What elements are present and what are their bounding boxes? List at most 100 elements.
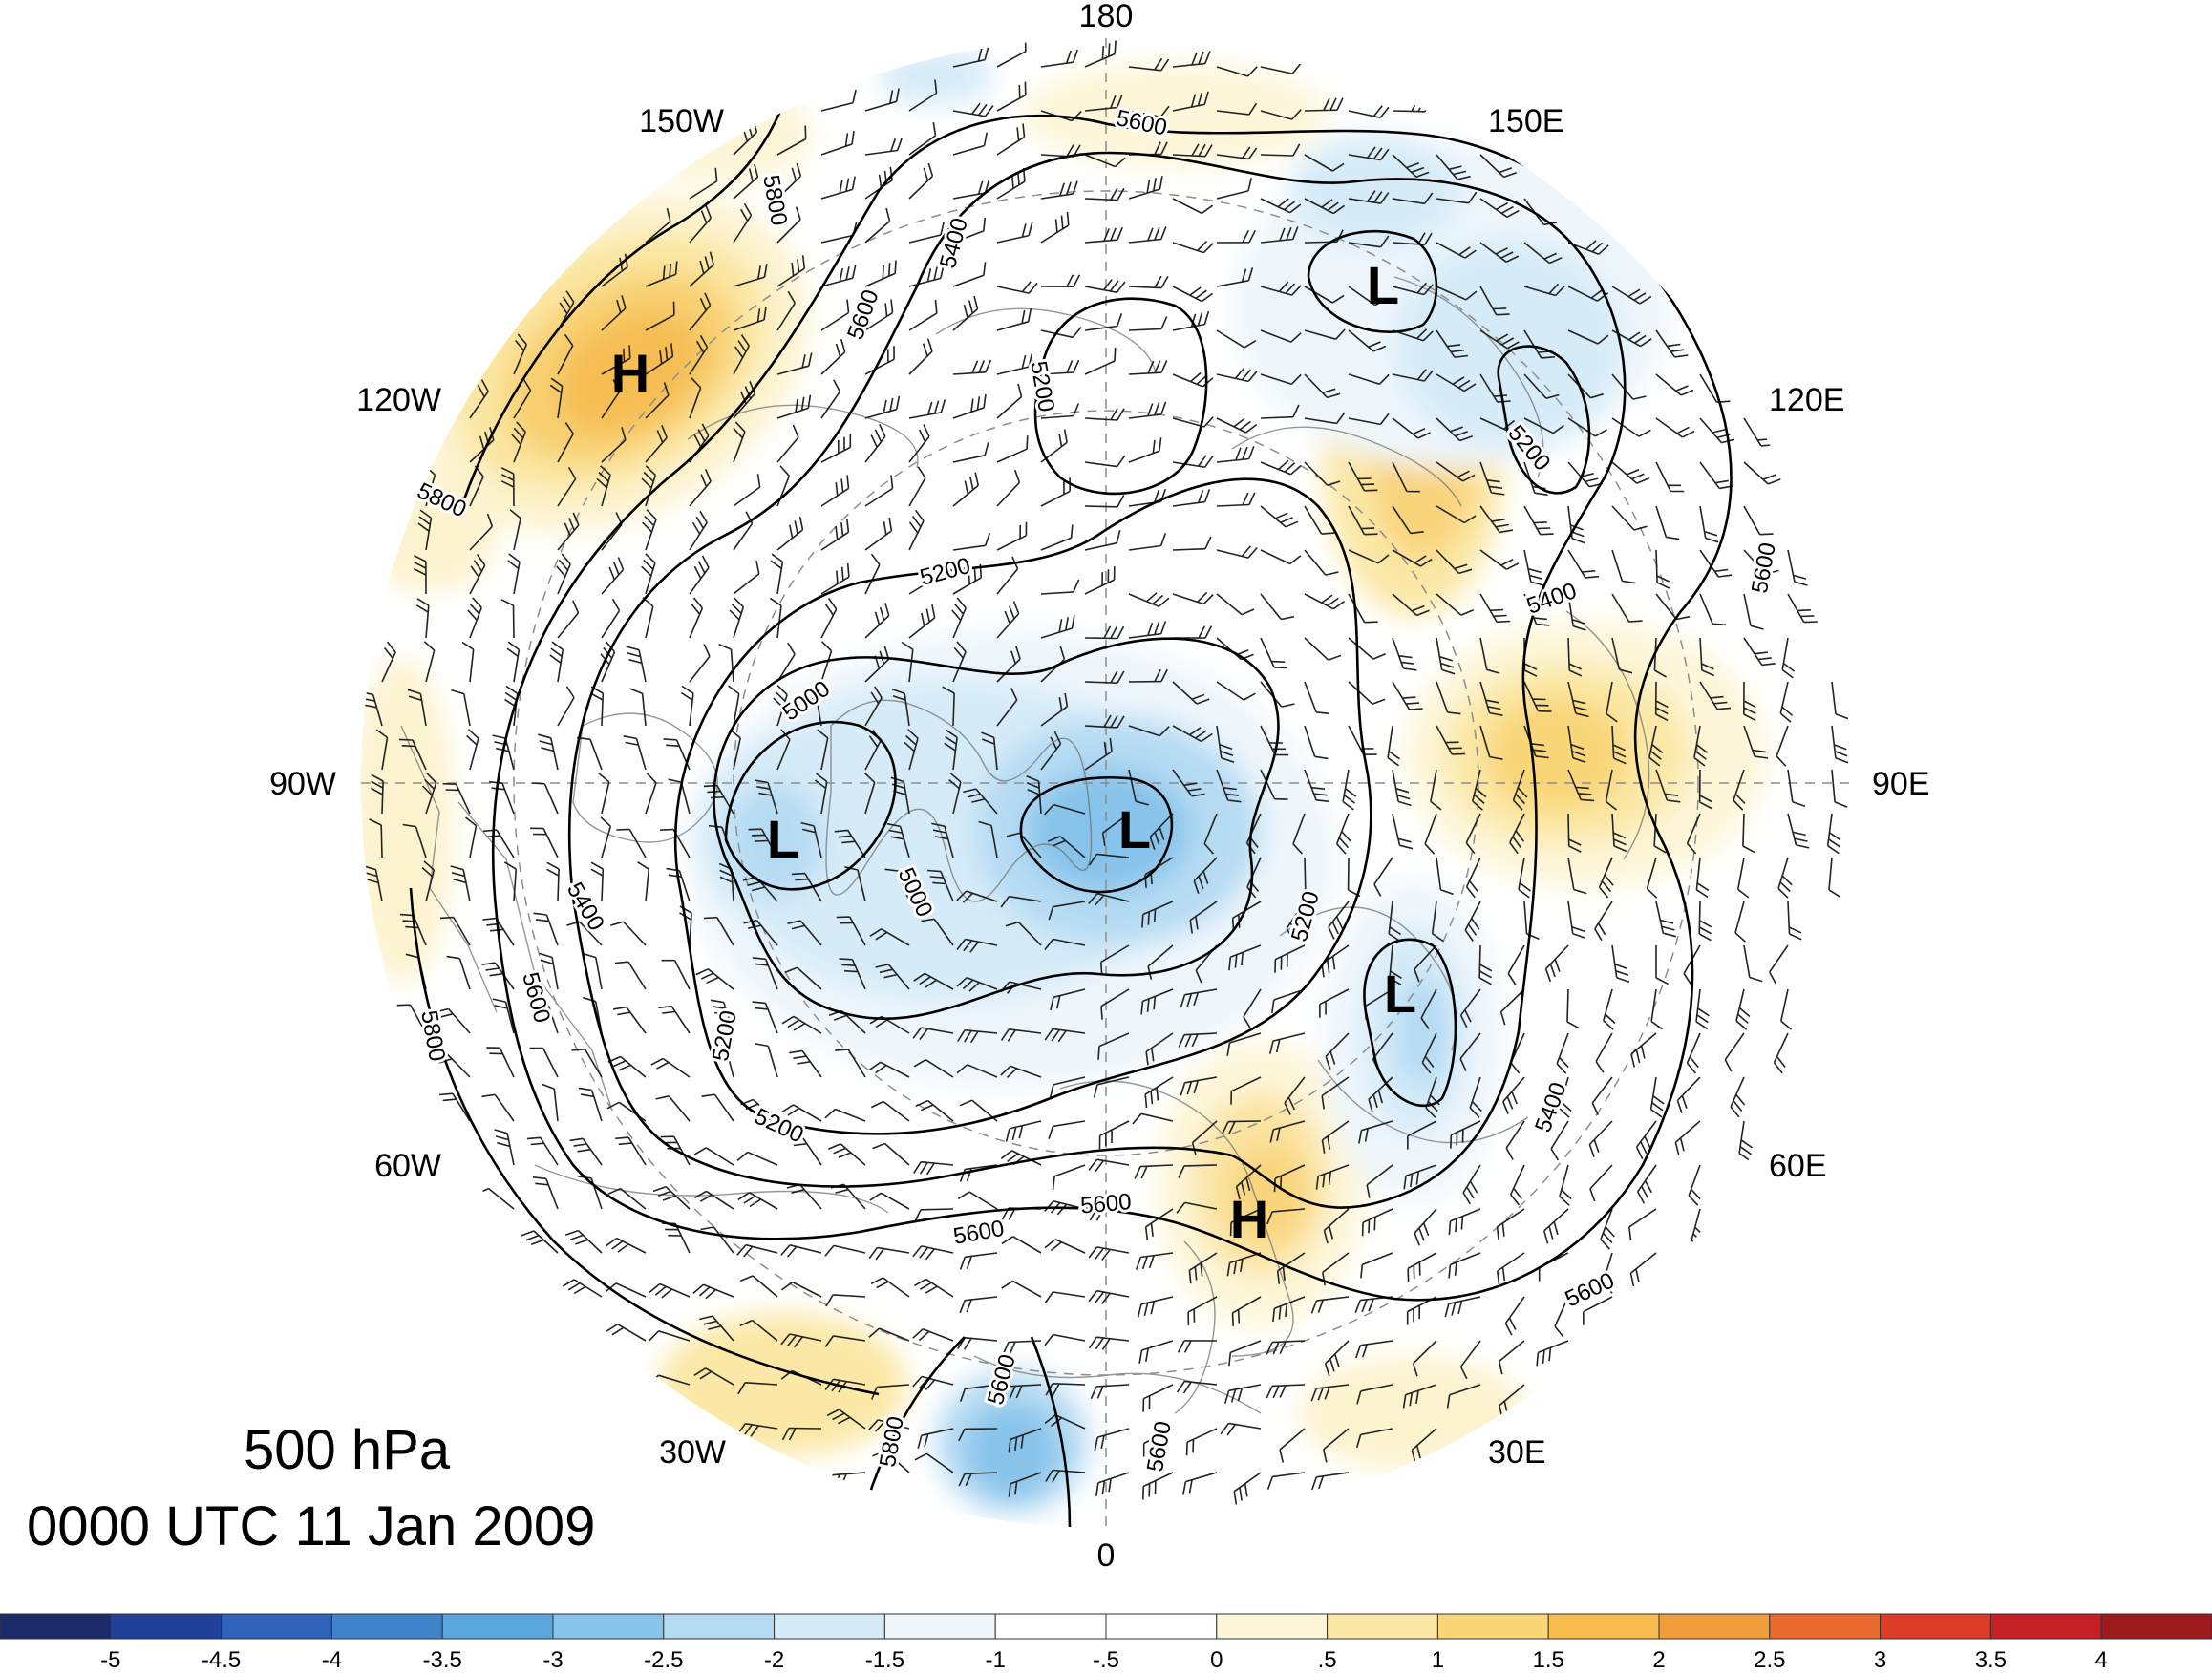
wind-barb — [530, 827, 559, 858]
wind-barb — [601, 427, 627, 463]
wind-barb — [1567, 769, 1595, 802]
wind-barb — [1655, 505, 1680, 540]
wind-barb — [513, 378, 532, 419]
wind-barb — [1149, 813, 1174, 850]
wind-barb — [1180, 988, 1218, 1008]
wind-barb — [1093, 1076, 1130, 1098]
wind-barb — [1611, 637, 1633, 674]
wind-barb — [1008, 1428, 1042, 1453]
wind-barb — [614, 961, 647, 990]
wind-barb — [645, 424, 668, 463]
wind-barb — [549, 641, 564, 683]
wind-barb — [1319, 988, 1350, 1018]
wind-barb — [362, 864, 383, 902]
wind-barb — [1567, 505, 1585, 544]
colorbar-swatch — [1216, 1613, 1329, 1640]
wind-barb — [1348, 286, 1388, 307]
contour-5600 — [491, 114, 1733, 1302]
wind-barb — [733, 306, 767, 331]
wind-barb — [1436, 461, 1476, 482]
wind-barb — [1436, 681, 1461, 715]
wind-barb — [1436, 417, 1474, 442]
colorbar-tick-label: 2 — [1652, 1647, 1665, 1673]
wind-barb — [1260, 549, 1302, 565]
wind-barb — [908, 121, 937, 156]
wind-barb — [466, 729, 479, 771]
wind-barb — [645, 301, 675, 331]
wind-barb — [864, 260, 897, 287]
wind-barb — [1235, 1164, 1262, 1200]
wind-barb — [1026, 774, 1042, 815]
wind-barb — [1826, 813, 1841, 855]
wind-barb — [908, 338, 933, 375]
wind-barb — [513, 333, 528, 375]
wind-barb — [789, 1049, 822, 1078]
wind-barb — [780, 1333, 822, 1348]
wind-barb — [1655, 549, 1670, 589]
wind-barb — [1323, 1428, 1350, 1463]
wind-barb — [787, 920, 822, 946]
wind-barb — [956, 890, 998, 903]
wind-barb — [864, 346, 895, 375]
wind-barb — [1777, 857, 1793, 899]
wind-barb — [1566, 988, 1580, 1029]
wind-barb — [1088, 892, 1130, 906]
wind-barb — [600, 641, 616, 683]
wind-barb — [776, 255, 806, 287]
colorbar-swatch — [663, 1613, 776, 1640]
wind-barb — [693, 1367, 734, 1386]
wind-barb — [1216, 229, 1257, 244]
wind-barb — [908, 299, 938, 331]
wind-barb — [1128, 360, 1168, 375]
wind-barb — [1554, 1296, 1569, 1338]
wind-barb — [1348, 105, 1390, 118]
wind-barb — [1392, 192, 1434, 205]
wind-barb — [839, 958, 866, 990]
wind-barb — [539, 952, 559, 990]
wind-barb — [1348, 190, 1390, 204]
wind-barb — [952, 46, 989, 68]
wind-barb — [1559, 1076, 1572, 1118]
wind-barb — [1831, 725, 1849, 764]
wind-barb — [1233, 1472, 1262, 1505]
wind-barb — [1414, 944, 1437, 983]
wind-barb — [908, 162, 934, 200]
wind-barb — [507, 553, 521, 595]
wind-barb — [981, 731, 998, 771]
wind-barb — [1008, 1472, 1042, 1497]
longitude-label-60e: 60E — [1769, 1148, 1827, 1184]
wind-barb — [1304, 97, 1344, 112]
wind-barb — [1304, 769, 1330, 803]
wind-barb — [1260, 637, 1288, 669]
wind-barb — [1355, 1428, 1393, 1449]
wind-barb — [864, 424, 886, 463]
colorbar-tick-label: 1 — [1432, 1647, 1444, 1673]
wind-barb — [1512, 769, 1528, 811]
wind-barb — [1226, 1032, 1262, 1056]
wind-barb — [1479, 725, 1503, 760]
wind-barb — [509, 509, 521, 551]
wind-barb — [710, 999, 734, 1034]
wind-barb — [996, 521, 1028, 551]
wind-barb — [1465, 857, 1481, 899]
wind-barb — [1216, 417, 1258, 434]
wind-barb — [1216, 769, 1242, 803]
wind-barbs — [361, 38, 1849, 1505]
wind-barb — [1304, 412, 1346, 425]
wind-barb — [1368, 1076, 1393, 1112]
wind-barb — [1787, 769, 1806, 807]
wind-barb — [1044, 1413, 1086, 1430]
wind-barb — [1509, 813, 1525, 855]
wind-barb — [1001, 1236, 1042, 1254]
wind-barb — [944, 729, 958, 771]
wind-barb — [1724, 1032, 1745, 1072]
wind-barb — [1084, 347, 1117, 375]
wind-barb — [824, 1335, 866, 1347]
wind-barb — [1699, 549, 1733, 578]
wind-barb — [503, 861, 518, 902]
wind-barb — [1138, 1340, 1174, 1364]
wind-barb — [1172, 241, 1214, 254]
wind-barb — [864, 773, 876, 815]
wind-barb — [800, 821, 822, 858]
wind-barb — [1172, 51, 1211, 68]
